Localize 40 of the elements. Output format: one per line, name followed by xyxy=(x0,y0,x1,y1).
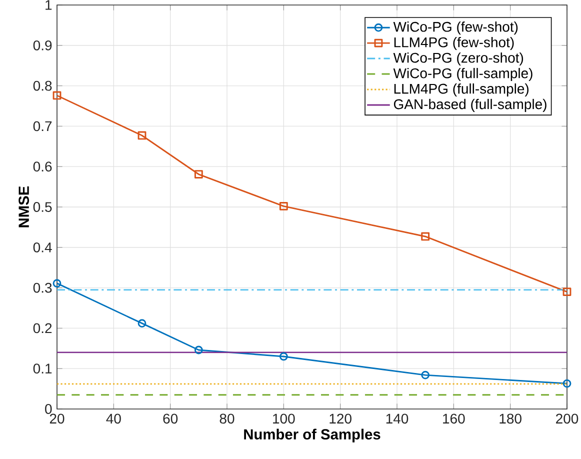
point xyxy=(194,346,203,354)
point xyxy=(562,379,572,388)
legend-label: WiCo-PG (zero-shot) xyxy=(393,52,524,66)
y-tick-label: 1 xyxy=(46,0,52,10)
y-tick-label: 0.2 xyxy=(33,323,52,334)
point xyxy=(421,232,430,241)
point xyxy=(194,170,203,178)
legend-label: GAN-based (full-sample) xyxy=(394,98,546,112)
x-axis-title: Number of Samples xyxy=(244,428,380,442)
legend-label: WiCo-PG (few-shot) xyxy=(393,22,518,35)
x-tick-label: 160 xyxy=(443,414,465,424)
y-tick-label: 0.6 xyxy=(33,162,52,172)
y-tick-label: 0.8 xyxy=(33,80,52,91)
y-tick-label: 0.1 xyxy=(33,364,52,374)
point xyxy=(279,352,288,361)
legend-label: LLM4PG (few-shot) xyxy=(394,36,514,50)
y-tick-label: 0.9 xyxy=(33,40,52,50)
legend-label: LLM4PG (full-sample) xyxy=(394,83,528,96)
point xyxy=(52,91,62,100)
x-tick-label: 120 xyxy=(330,414,352,424)
y-tick-label: 0 xyxy=(45,404,52,414)
x-tick-label: 20 xyxy=(50,414,64,424)
x-tick-label: 80 xyxy=(220,414,234,424)
x-tick-label: 140 xyxy=(386,414,408,424)
y-tick-label: 0.7 xyxy=(33,121,52,132)
x-tick-label: 60 xyxy=(163,414,178,424)
point xyxy=(279,202,288,210)
x-tick-label: 180 xyxy=(500,414,522,424)
y-tick-label: 0.3 xyxy=(33,282,52,293)
y-tick-label: 0.5 xyxy=(33,202,52,212)
y-tick-label: 0.4 xyxy=(33,242,52,252)
point xyxy=(562,288,572,296)
legend-label: WiCo-PG (full-sample) xyxy=(393,68,532,81)
x-tick-label: 200 xyxy=(556,414,578,424)
point xyxy=(138,319,146,328)
x-tick-label: 100 xyxy=(273,414,295,424)
point xyxy=(138,131,146,140)
y-axis-title: NMSE xyxy=(18,186,30,228)
point xyxy=(421,370,430,380)
x-tick-label: 40 xyxy=(106,414,121,424)
